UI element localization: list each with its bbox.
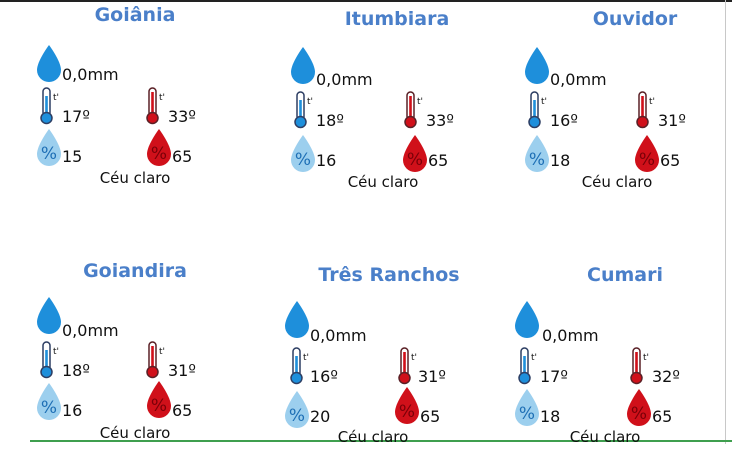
city-name: Ouvidor	[592, 8, 678, 30]
max-temperature: 32º	[652, 367, 680, 386]
city-card-cumari: Cumari 0,0mm 17º 32º 18 65 Céu claro	[510, 264, 730, 454]
rain-drop-icon	[512, 300, 542, 340]
thermometer-hot-icon	[634, 90, 658, 130]
min-humidity: 16	[316, 151, 337, 170]
sky-condition: Céu claro	[99, 169, 171, 187]
rain-value: 0,0mm	[550, 70, 607, 89]
thermometer-cold-icon	[526, 90, 550, 130]
thermometer-cold-icon	[288, 346, 312, 386]
rain-value: 0,0mm	[542, 326, 599, 345]
humidity-high-icon	[400, 134, 430, 174]
sky-condition: Céu claro	[347, 173, 419, 191]
min-humidity: 18	[550, 151, 571, 170]
humidity-high-icon	[392, 386, 422, 426]
max-temperature: 31º	[658, 111, 686, 130]
min-humidity: 15	[62, 147, 83, 166]
sky-condition: Céu claro	[581, 173, 653, 191]
thermometer-hot-icon	[396, 346, 420, 386]
max-humidity: 65	[172, 401, 193, 420]
top-border	[0, 0, 732, 2]
rain-drop-icon	[522, 46, 552, 86]
humidity-low-icon	[288, 134, 318, 174]
min-temperature: 18º	[316, 111, 344, 130]
city-card-goiandira: Goiandira 0,0mm 18º 31º 16 65 Céu claro	[30, 260, 250, 450]
min-temperature: 16º	[310, 367, 338, 386]
max-temperature: 33º	[426, 111, 454, 130]
city-name: Goiandira	[83, 260, 187, 282]
humidity-low-icon	[512, 388, 542, 428]
min-temperature: 18º	[62, 361, 90, 380]
city-card-itumbiara: Itumbiara 0,0mm 18º 33º 16 65 Céu claro	[286, 8, 506, 198]
min-temperature: 17º	[62, 107, 90, 126]
humidity-high-icon	[632, 134, 662, 174]
max-humidity: 65	[652, 407, 673, 426]
humidity-low-icon	[282, 390, 312, 430]
bottom-border	[30, 440, 732, 442]
humidity-low-icon	[34, 128, 64, 168]
sky-condition: Céu claro	[99, 424, 171, 442]
min-humidity: 18	[540, 407, 561, 426]
rain-value: 0,0mm	[310, 326, 367, 345]
city-card-goiania: Goiânia 0,0mm 17º 33º 15 65 Céu claro	[30, 4, 250, 194]
max-temperature: 31º	[168, 361, 196, 380]
rain-drop-icon	[34, 296, 64, 336]
thermometer-hot-icon	[628, 346, 652, 386]
rain-drop-icon	[288, 46, 318, 86]
sky-condition: Céu claro	[337, 428, 409, 446]
city-name: Goiânia	[94, 4, 176, 26]
city-name: Cumari	[587, 264, 663, 286]
thermometer-cold-icon	[292, 90, 316, 130]
max-temperature: 31º	[418, 367, 446, 386]
max-humidity: 65	[660, 151, 681, 170]
city-card-ouvidor: Ouvidor 0,0mm 16º 31º 18 65 Céu claro	[520, 8, 732, 198]
thermometer-cold-icon	[516, 346, 540, 386]
city-name: Itumbiara	[344, 8, 450, 30]
city-name: Três Ranchos	[318, 264, 460, 286]
max-humidity: 65	[420, 407, 441, 426]
humidity-low-icon	[34, 382, 64, 422]
rain-value: 0,0mm	[62, 321, 119, 340]
rain-drop-icon	[34, 44, 64, 84]
max-temperature: 33º	[168, 107, 196, 126]
rain-drop-icon	[282, 300, 312, 340]
thermometer-hot-icon	[144, 340, 168, 380]
humidity-low-icon	[522, 134, 552, 174]
thermometer-hot-icon	[402, 90, 426, 130]
humidity-high-icon	[144, 128, 174, 168]
min-humidity: 16	[62, 401, 83, 420]
rain-value: 0,0mm	[316, 70, 373, 89]
sky-condition: Céu claro	[569, 428, 641, 446]
right-border	[725, 0, 726, 444]
min-temperature: 17º	[540, 367, 568, 386]
max-humidity: 65	[428, 151, 449, 170]
humidity-high-icon	[144, 380, 174, 420]
min-humidity: 20	[310, 407, 331, 426]
thermometer-hot-icon	[144, 86, 168, 126]
max-humidity: 65	[172, 147, 193, 166]
thermometer-cold-icon	[38, 86, 62, 126]
thermometer-cold-icon	[38, 340, 62, 380]
humidity-high-icon	[624, 388, 654, 428]
min-temperature: 16º	[550, 111, 578, 130]
city-card-tres-ranchos: Três Ranchos 0,0mm 16º 31º 20 65 Céu cla…	[280, 264, 500, 454]
rain-value: 0,0mm	[62, 65, 119, 84]
